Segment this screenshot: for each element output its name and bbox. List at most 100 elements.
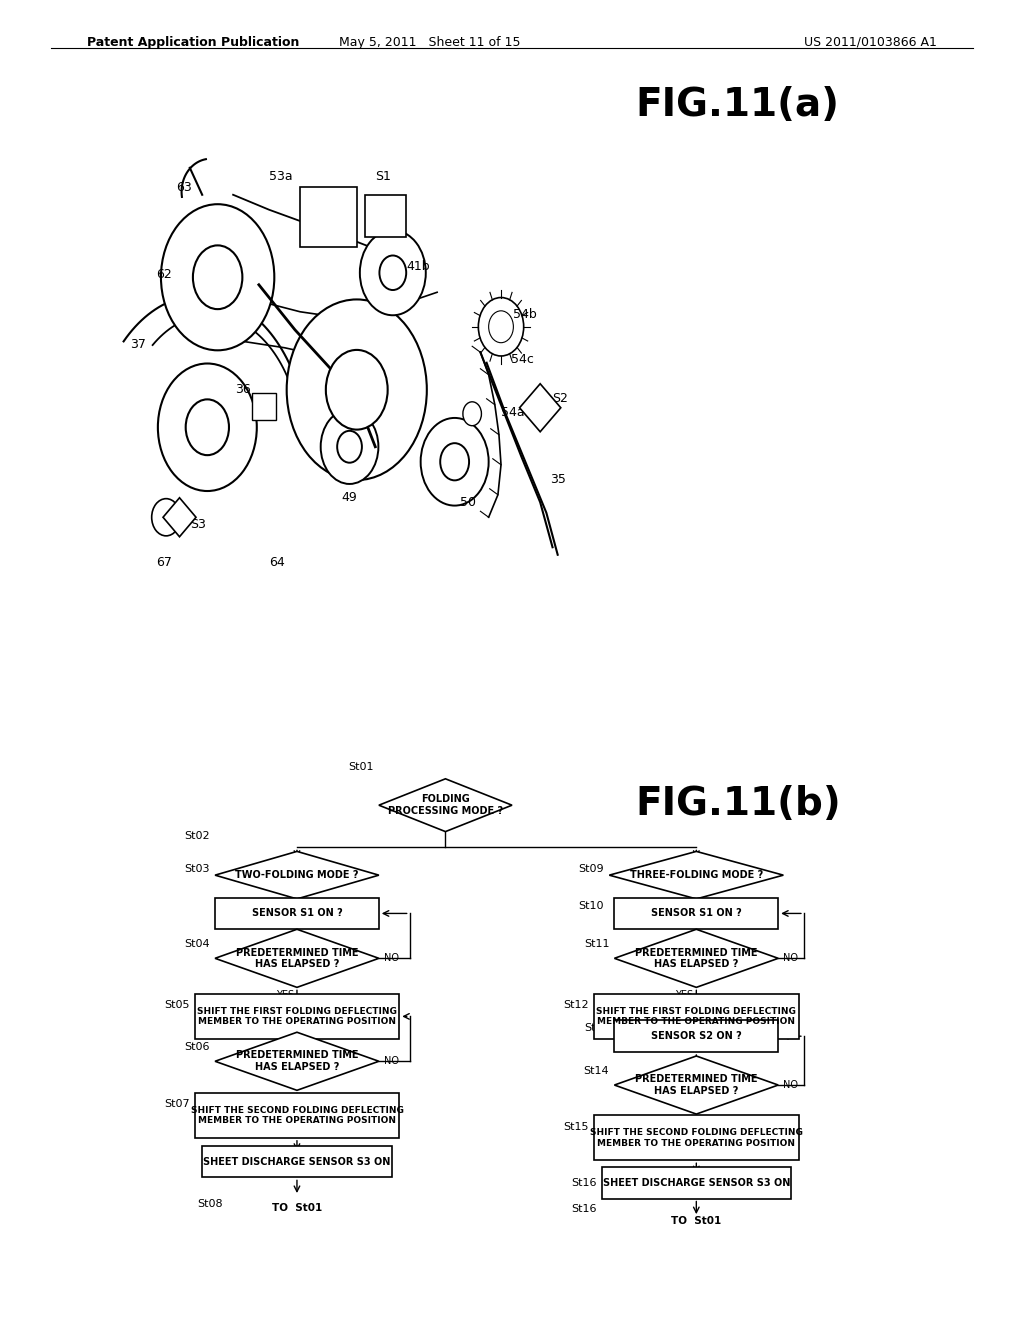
Circle shape <box>306 218 325 242</box>
Text: 54a: 54a <box>501 405 524 418</box>
FancyBboxPatch shape <box>614 898 778 929</box>
Text: SHIFT THE SECOND FOLDING DEFLECTING
MEMBER TO THE OPERATING POSITION: SHIFT THE SECOND FOLDING DEFLECTING MEMB… <box>190 1106 403 1125</box>
Circle shape <box>185 400 229 455</box>
Text: 50: 50 <box>460 496 476 508</box>
Text: PREDETERMINED TIME
HAS ELAPSED ?: PREDETERMINED TIME HAS ELAPSED ? <box>635 948 758 969</box>
Text: YES: YES <box>275 990 294 1001</box>
FancyBboxPatch shape <box>252 393 276 420</box>
Circle shape <box>161 205 274 350</box>
Polygon shape <box>163 498 196 537</box>
Text: YES: YES <box>275 1093 294 1104</box>
Circle shape <box>330 218 348 242</box>
Text: St10: St10 <box>579 900 604 911</box>
Text: SHEET DISCHARGE SENSOR S3 ON: SHEET DISCHARGE SENSOR S3 ON <box>204 1156 390 1167</box>
Text: TWO-FOLDING MODE ?: TWO-FOLDING MODE ? <box>236 870 358 880</box>
Text: St08: St08 <box>197 1199 222 1209</box>
Text: 35: 35 <box>551 474 566 486</box>
Text: PREDETERMINED TIME
HAS ELAPSED ?: PREDETERMINED TIME HAS ELAPSED ? <box>236 948 358 969</box>
Text: 53a: 53a <box>269 170 293 183</box>
Text: St06: St06 <box>184 1041 210 1052</box>
FancyBboxPatch shape <box>300 187 356 247</box>
FancyBboxPatch shape <box>614 1020 778 1052</box>
Text: St16: St16 <box>571 1204 596 1214</box>
Text: 62: 62 <box>156 268 172 281</box>
Text: St16: St16 <box>571 1177 596 1188</box>
Text: St13: St13 <box>584 1023 609 1034</box>
Text: SENSOR S1 ON ?: SENSOR S1 ON ? <box>252 908 342 919</box>
Text: Patent Application Publication: Patent Application Publication <box>87 36 299 49</box>
Circle shape <box>488 310 513 343</box>
Text: St03: St03 <box>184 863 210 874</box>
Text: St01: St01 <box>348 762 374 772</box>
Text: US 2011/0103866 A1: US 2011/0103866 A1 <box>804 36 937 49</box>
Text: St02: St02 <box>184 830 210 841</box>
Circle shape <box>380 256 407 290</box>
Text: 41b: 41b <box>407 260 430 273</box>
Text: NO: NO <box>783 1080 799 1090</box>
Text: 36: 36 <box>236 383 251 396</box>
Polygon shape <box>215 929 379 987</box>
Text: TO  St01: TO St01 <box>671 1216 722 1226</box>
Text: SHEET DISCHARGE SENSOR S3 ON: SHEET DISCHARGE SENSOR S3 ON <box>603 1177 790 1188</box>
Polygon shape <box>519 384 561 432</box>
Text: FIG.11(a): FIG.11(a) <box>635 86 839 124</box>
Text: St05: St05 <box>164 1001 189 1010</box>
Text: SHIFT THE FIRST FOLDING DEFLECTING
MEMBER TO THE OPERATING POSITION: SHIFT THE FIRST FOLDING DEFLECTING MEMBE… <box>197 1007 397 1026</box>
Text: St04: St04 <box>184 939 210 949</box>
Polygon shape <box>614 1056 778 1114</box>
Polygon shape <box>609 851 783 899</box>
Text: 54b: 54b <box>513 309 538 321</box>
Text: YES: YES <box>675 990 693 1001</box>
Text: PREDETERMINED TIME
HAS ELAPSED ?: PREDETERMINED TIME HAS ELAPSED ? <box>635 1074 758 1096</box>
Text: SHIFT THE FIRST FOLDING DEFLECTING
MEMBER TO THE OPERATING POSITION: SHIFT THE FIRST FOLDING DEFLECTING MEMBE… <box>596 1007 797 1026</box>
FancyBboxPatch shape <box>602 1167 791 1199</box>
Circle shape <box>152 499 180 536</box>
Text: St09: St09 <box>579 863 604 874</box>
Text: St07: St07 <box>164 1100 189 1109</box>
Circle shape <box>337 430 361 463</box>
FancyBboxPatch shape <box>594 994 799 1039</box>
Text: 64: 64 <box>269 556 285 569</box>
Text: NO: NO <box>384 953 399 964</box>
Circle shape <box>287 300 427 480</box>
Circle shape <box>463 401 481 426</box>
Text: 67: 67 <box>156 556 172 569</box>
Text: NO: NO <box>783 953 799 964</box>
FancyBboxPatch shape <box>365 195 407 236</box>
Text: St11: St11 <box>584 939 609 949</box>
FancyBboxPatch shape <box>594 1115 799 1160</box>
Text: FOLDING
PROCESSING MODE ?: FOLDING PROCESSING MODE ? <box>388 795 503 816</box>
Circle shape <box>421 418 488 506</box>
Text: SHIFT THE SECOND FOLDING DEFLECTING
MEMBER TO THE OPERATING POSITION: SHIFT THE SECOND FOLDING DEFLECTING MEMB… <box>590 1129 803 1147</box>
FancyBboxPatch shape <box>202 1146 391 1177</box>
Text: SENSOR S1 ON ?: SENSOR S1 ON ? <box>651 908 741 919</box>
FancyBboxPatch shape <box>195 994 399 1039</box>
Polygon shape <box>614 929 778 987</box>
Text: SENSOR S2 ON ?: SENSOR S2 ON ? <box>651 1031 741 1041</box>
Text: FIG.11(b): FIG.11(b) <box>635 785 841 824</box>
Polygon shape <box>215 1032 379 1090</box>
Circle shape <box>326 350 388 429</box>
Text: YES: YES <box>675 1117 693 1127</box>
Text: NO: NO <box>384 1056 399 1067</box>
Circle shape <box>193 246 243 309</box>
Text: 49: 49 <box>341 491 357 504</box>
Text: St15: St15 <box>563 1122 589 1131</box>
Text: TO  St01: TO St01 <box>271 1203 323 1213</box>
Text: 37: 37 <box>130 338 146 351</box>
Polygon shape <box>379 779 512 832</box>
Circle shape <box>359 230 426 315</box>
Text: PREDETERMINED TIME
HAS ELAPSED ?: PREDETERMINED TIME HAS ELAPSED ? <box>236 1051 358 1072</box>
FancyBboxPatch shape <box>215 898 379 929</box>
Text: St12: St12 <box>563 1001 589 1010</box>
Text: May 5, 2011   Sheet 11 of 15: May 5, 2011 Sheet 11 of 15 <box>339 36 521 49</box>
Polygon shape <box>215 851 379 899</box>
Text: THREE-FOLDING MODE ?: THREE-FOLDING MODE ? <box>630 870 763 880</box>
Text: S2: S2 <box>553 392 568 405</box>
Circle shape <box>440 444 469 480</box>
Text: S1: S1 <box>376 170 391 183</box>
FancyBboxPatch shape <box>195 1093 399 1138</box>
Text: 63: 63 <box>176 181 193 194</box>
Circle shape <box>158 363 257 491</box>
Text: 54c: 54c <box>511 354 535 366</box>
